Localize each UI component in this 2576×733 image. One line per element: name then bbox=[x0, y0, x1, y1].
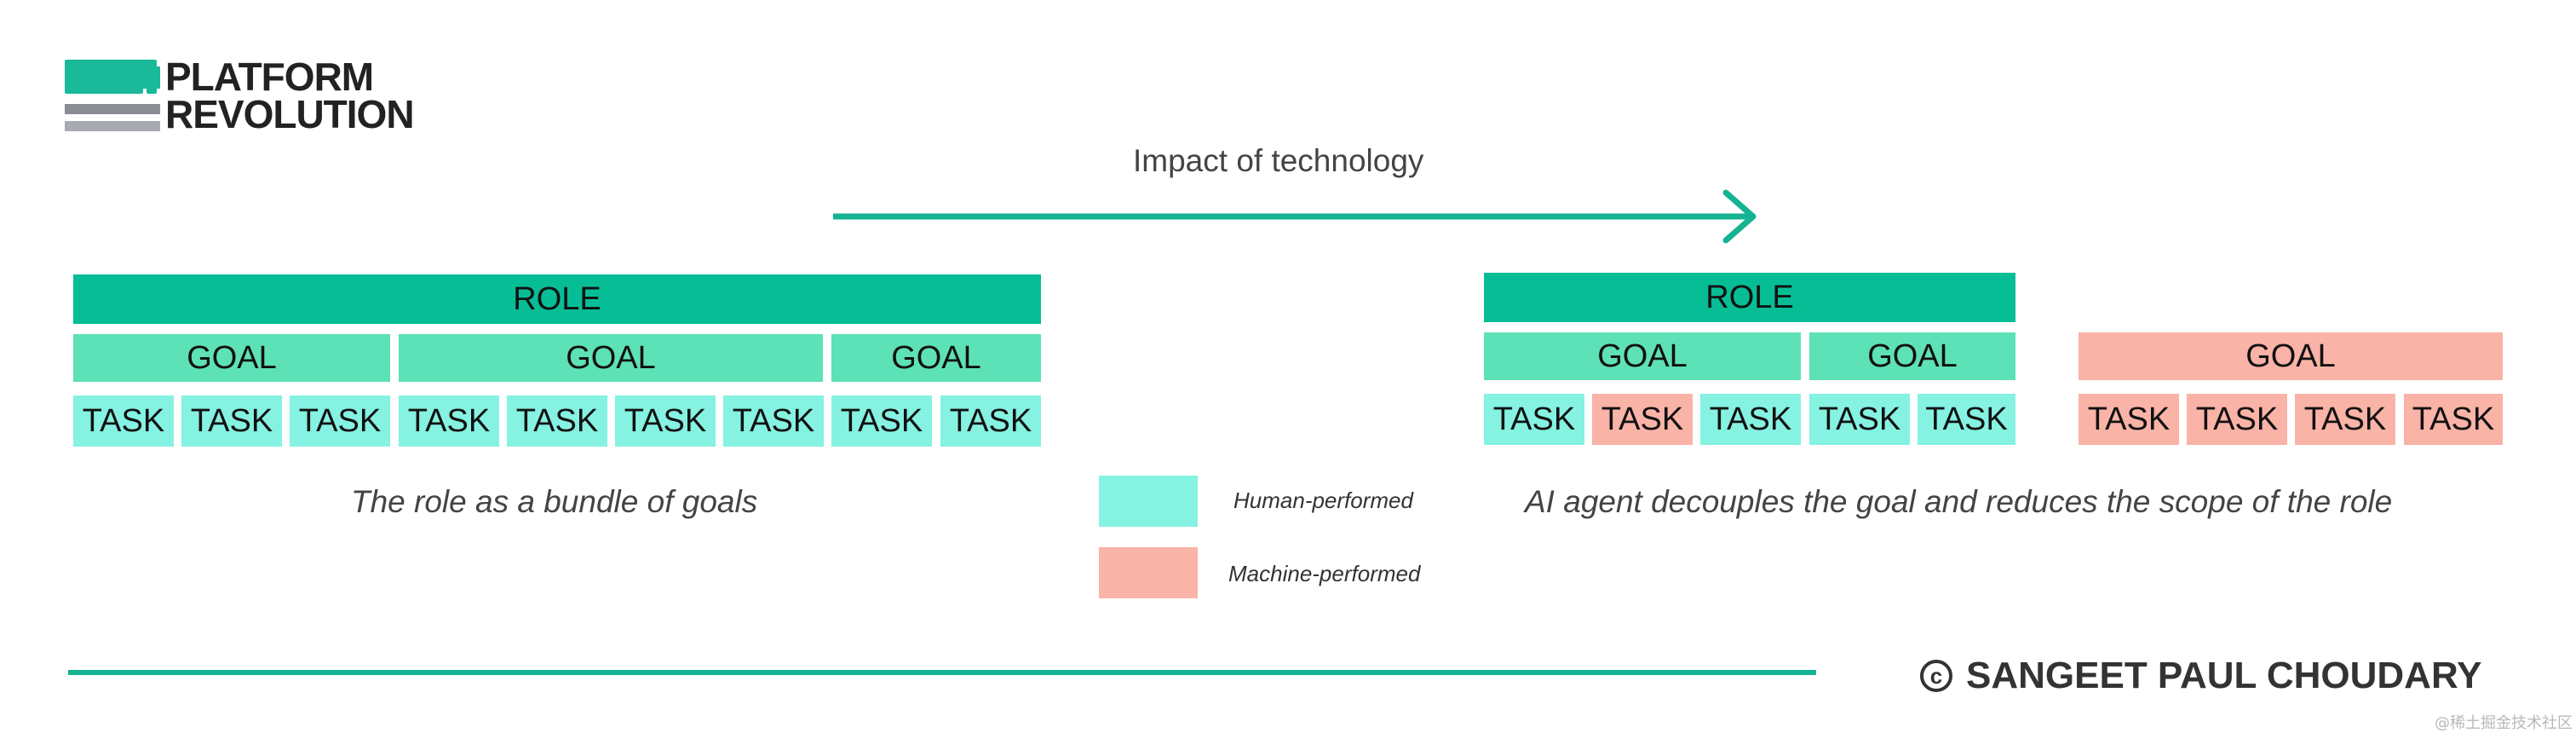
left-role-bar: ROLE bbox=[73, 274, 1041, 324]
footer-divider bbox=[68, 670, 1816, 675]
machine-task-3: TASK bbox=[2295, 394, 2395, 445]
left-task-6: TASK bbox=[615, 395, 716, 447]
right-role-bar: ROLE bbox=[1484, 273, 2015, 322]
left-goal-1: GOAL bbox=[73, 334, 390, 382]
legend-machine-label: Machine-performed bbox=[1228, 561, 1421, 586]
impact-label: Impact of technology bbox=[1133, 143, 1424, 178]
machine-task-1: TASK bbox=[2079, 394, 2179, 445]
left-task-7: TASK bbox=[723, 395, 824, 447]
left-task-5: TASK bbox=[507, 395, 607, 447]
machine-task-4: TASK bbox=[2404, 394, 2503, 445]
left-caption: The role as a bundle of goals bbox=[351, 484, 758, 519]
machine-goal: GOAL bbox=[2079, 332, 2503, 380]
logo-text-line1: PLATFORM bbox=[165, 55, 374, 99]
watermark: @稀土掘金技术社区 bbox=[2435, 714, 2573, 732]
author-name: SANGEET PAUL CHOUDARY bbox=[1966, 655, 2482, 696]
right-goal-2: GOAL bbox=[1809, 332, 2015, 380]
left-goal-3: GOAL bbox=[831, 334, 1041, 382]
left-task-8: TASK bbox=[831, 395, 932, 447]
right-task-2-machine: TASK bbox=[1592, 394, 1693, 445]
right-task-5: TASK bbox=[1918, 394, 2015, 445]
left-task-3: TASK bbox=[290, 395, 390, 447]
right-goal-1: GOAL bbox=[1484, 332, 1801, 380]
copyright-icon: c bbox=[1920, 660, 1952, 692]
left-task-9: TASK bbox=[940, 395, 1041, 447]
machine-task-2: TASK bbox=[2187, 394, 2287, 445]
legend-human-label: Human-performed bbox=[1233, 488, 1413, 513]
right-task-3: TASK bbox=[1700, 394, 1801, 445]
copyright: c SANGEET PAUL CHOUDARY bbox=[1920, 655, 2481, 697]
legend-human-swatch bbox=[1099, 476, 1198, 527]
right-task-1: TASK bbox=[1484, 394, 1584, 445]
legend-machine-swatch bbox=[1099, 547, 1198, 598]
left-task-4: TASK bbox=[399, 395, 499, 447]
left-task-2: TASK bbox=[181, 395, 282, 447]
right-caption: AI agent decouples the goal and reduces … bbox=[1525, 484, 2393, 519]
right-task-4: TASK bbox=[1809, 394, 1910, 445]
left-goal-2: GOAL bbox=[399, 334, 823, 382]
left-task-1: TASK bbox=[73, 395, 174, 447]
logo-mark-icon bbox=[65, 60, 160, 131]
logo-text-line2: REVOLUTION bbox=[165, 92, 415, 136]
impact-arrow-icon bbox=[833, 189, 1757, 244]
